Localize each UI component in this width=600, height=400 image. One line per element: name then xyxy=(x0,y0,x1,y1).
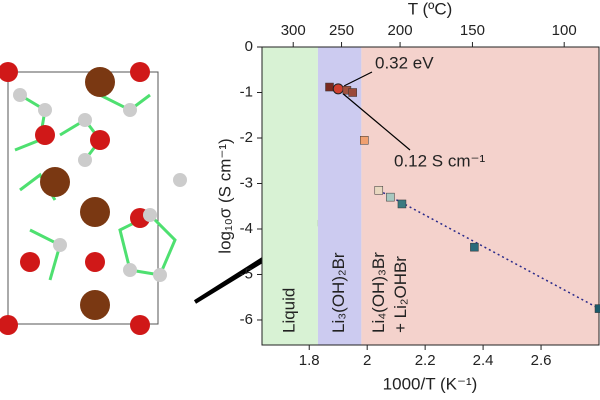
data-point xyxy=(397,199,407,209)
region-label: + Li₂OHBr xyxy=(391,256,410,333)
region-label: Li₃(OH)₂Br xyxy=(329,252,348,333)
data-point xyxy=(470,242,479,252)
region-label: Li₄(OH)₃Br xyxy=(369,252,388,333)
y-tick-label: -6 xyxy=(240,311,253,328)
x2-tick-label: 100 xyxy=(552,22,577,39)
data-point xyxy=(374,186,384,195)
x2-tick-label: 200 xyxy=(388,22,413,39)
x2-tick-label: 250 xyxy=(329,22,354,39)
data-point xyxy=(348,88,357,97)
x-tick-label: 2 xyxy=(363,352,371,369)
y-axis-label: log₁₀σ (S cm⁻¹) xyxy=(215,138,234,253)
y-tick-label: -1 xyxy=(240,83,253,100)
x2-tick-label: 150 xyxy=(460,22,485,39)
x-tick-label: 2.6 xyxy=(531,352,552,369)
phase-region xyxy=(262,47,318,345)
y-tick-label: -5 xyxy=(240,265,253,282)
data-point xyxy=(594,304,600,313)
annotation-arrow xyxy=(342,93,411,151)
y-tick-label: -2 xyxy=(240,129,253,146)
data-point xyxy=(360,136,369,145)
plot-frame xyxy=(261,46,600,346)
data-point xyxy=(325,82,334,92)
crystal-structure xyxy=(0,62,323,335)
y-tick-label: 0 xyxy=(245,38,253,55)
x2-tick-label: 300 xyxy=(281,22,306,39)
x2-axis-label: T (ºC) xyxy=(408,0,453,18)
y-tick-label: -4 xyxy=(240,220,253,237)
fit-line xyxy=(378,189,600,310)
x-tick-label: 2.4 xyxy=(473,352,494,369)
x-tick-label: 1.8 xyxy=(299,352,320,369)
annotation-arrow xyxy=(343,71,373,87)
x-tick-label: 2.2 xyxy=(415,352,436,369)
annotation: 0.32 eV xyxy=(375,53,434,72)
data-point xyxy=(386,192,395,202)
region-label: Liquid xyxy=(279,288,298,333)
x-axis-label: 1000/T (K⁻¹) xyxy=(383,374,478,393)
y-tick-label: -3 xyxy=(240,174,253,191)
phase-region xyxy=(361,47,599,345)
data-point xyxy=(332,83,344,95)
annotation: 0.12 S cm⁻¹ xyxy=(394,151,486,170)
